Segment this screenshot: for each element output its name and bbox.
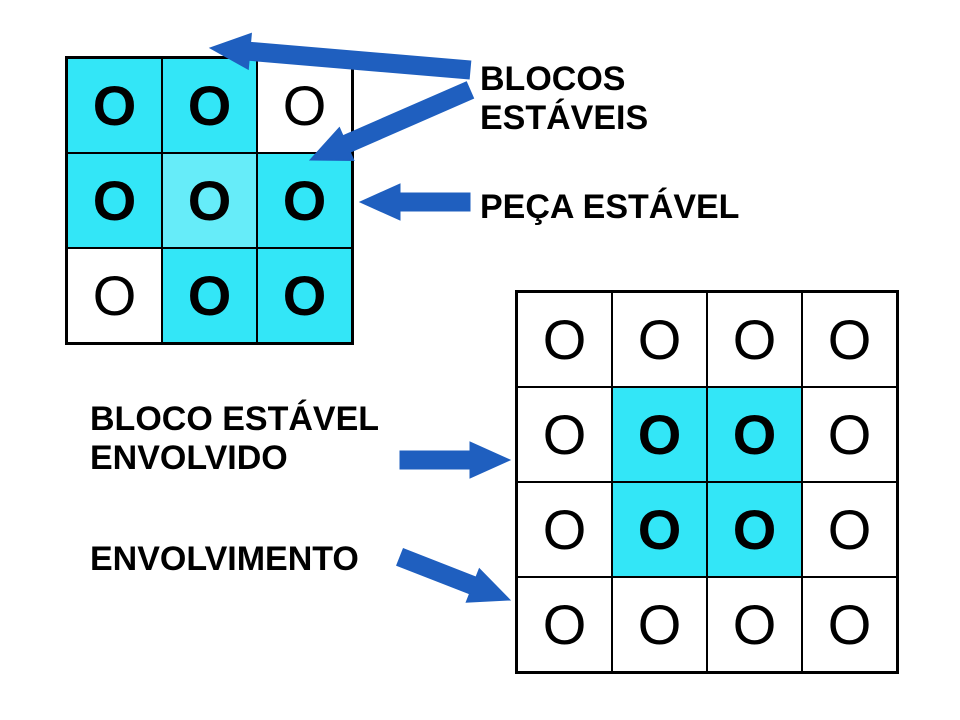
grid-cell: O bbox=[802, 482, 897, 577]
cell-glyph: O bbox=[93, 173, 137, 229]
cell-glyph: O bbox=[733, 502, 777, 558]
grid-cell: O bbox=[517, 482, 612, 577]
grid-cell: O bbox=[162, 248, 257, 343]
label-bloco-envolvido: BLOCO ESTÁVEL ENVOLVIDO bbox=[90, 400, 379, 478]
cell-glyph: O bbox=[543, 407, 587, 463]
diagram-stage: { "colors": { "cell_border": "#000000", … bbox=[0, 0, 960, 720]
cell-glyph: O bbox=[733, 312, 777, 368]
grid-cell: O bbox=[162, 58, 257, 153]
grid-cell: O bbox=[517, 577, 612, 672]
cell-glyph: O bbox=[188, 268, 232, 324]
cell-glyph: O bbox=[93, 268, 137, 324]
cell-glyph: O bbox=[638, 312, 682, 368]
cell-glyph: O bbox=[828, 312, 872, 368]
grid-cell: O bbox=[707, 292, 802, 387]
cell-glyph: O bbox=[543, 502, 587, 558]
cell-glyph: O bbox=[828, 407, 872, 463]
grid-cell: O bbox=[257, 153, 352, 248]
grid-cell: O bbox=[612, 577, 707, 672]
grid-cell: O bbox=[612, 292, 707, 387]
grid-cell: O bbox=[802, 292, 897, 387]
grid-cell: O bbox=[802, 387, 897, 482]
arrow-a4 bbox=[400, 442, 510, 478]
cell-glyph: O bbox=[638, 407, 682, 463]
arrow-a5 bbox=[397, 549, 510, 603]
grid-cell: O bbox=[517, 387, 612, 482]
cell-glyph: O bbox=[543, 312, 587, 368]
grid-cell: O bbox=[257, 58, 352, 153]
grid-cell: O bbox=[517, 292, 612, 387]
label-blocos-estaveis: BLOCOS ESTÁVEIS bbox=[480, 60, 648, 138]
cell-glyph: O bbox=[543, 597, 587, 653]
grid-cell: O bbox=[67, 58, 162, 153]
grid-cell: O bbox=[802, 577, 897, 672]
cell-glyph: O bbox=[283, 268, 327, 324]
label-peca-estavel: PEÇA ESTÁVEL bbox=[480, 188, 739, 227]
cell-glyph: O bbox=[733, 407, 777, 463]
cell-glyph: O bbox=[188, 78, 232, 134]
grid-cell: O bbox=[612, 387, 707, 482]
grid-bottom: OOOOOOOOOOOOOOOO bbox=[515, 290, 899, 674]
grid-cell: O bbox=[257, 248, 352, 343]
label-envolvimento: ENVOLVIMENTO bbox=[90, 540, 359, 579]
grid-cell: O bbox=[67, 248, 162, 343]
grid-cell: O bbox=[707, 482, 802, 577]
grid-cell: O bbox=[612, 482, 707, 577]
grid-top: OOOOOOOOO bbox=[65, 56, 354, 345]
grid-cell: O bbox=[707, 387, 802, 482]
cell-glyph: O bbox=[638, 502, 682, 558]
cell-glyph: O bbox=[828, 597, 872, 653]
cell-glyph: O bbox=[283, 173, 327, 229]
grid-cell: O bbox=[67, 153, 162, 248]
grid-cell: O bbox=[162, 153, 257, 248]
cell-glyph: O bbox=[733, 597, 777, 653]
cell-glyph: O bbox=[283, 78, 327, 134]
cell-glyph: O bbox=[638, 597, 682, 653]
arrow-a3 bbox=[360, 184, 470, 220]
cell-glyph: O bbox=[188, 173, 232, 229]
cell-glyph: O bbox=[828, 502, 872, 558]
grid-cell: O bbox=[707, 577, 802, 672]
cell-glyph: O bbox=[93, 78, 137, 134]
